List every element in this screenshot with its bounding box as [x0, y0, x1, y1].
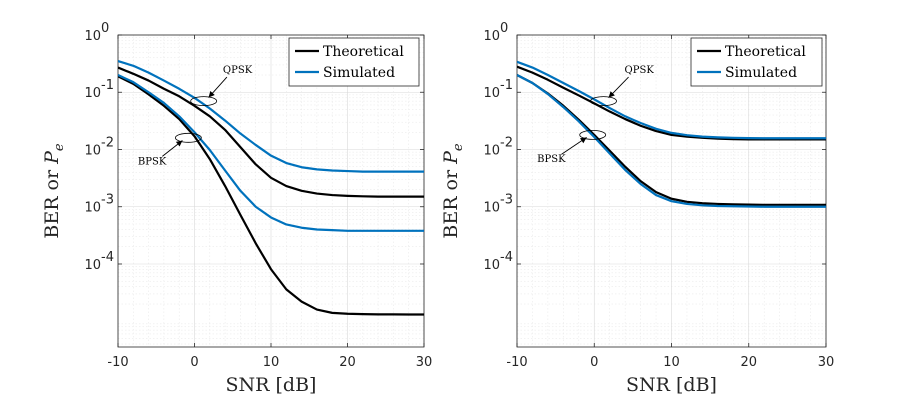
y-axis-label-symbol: P [440, 150, 462, 165]
annotation-ellipse [579, 129, 607, 140]
x-tick-label: -10 [506, 355, 527, 370]
annotation-qpsk: QPSK [590, 65, 655, 107]
series-line-qpsk-simulated [118, 60, 424, 173]
y-tick-base: 10 [483, 258, 500, 273]
y-tick-label: 10-1 [84, 78, 114, 101]
x-tick-label: 20 [339, 355, 356, 370]
y-axis-label-symbol: P [41, 150, 63, 165]
annotation-label: QPSK [223, 65, 253, 76]
legend-label-theoretical: Theoretical [323, 44, 404, 60]
annotation-arrowhead [608, 91, 615, 98]
x-tick-label: 0 [590, 355, 598, 370]
y-axis-label-subscript: e [451, 143, 466, 151]
series-line-qpsk-simulated [517, 60, 826, 140]
y-axis-label: BER or Pe [440, 143, 466, 239]
x-tick-label: 30 [416, 355, 433, 370]
legend: Theoretical Simulated [288, 37, 420, 87]
legend-label-theoretical: Theoretical [725, 44, 806, 60]
x-tick-label: 10 [663, 355, 680, 370]
annotation-arrowhead [579, 137, 587, 144]
annotation-arrowhead [175, 140, 183, 147]
y-tick-label: 100 [84, 21, 109, 44]
legend-box [690, 37, 823, 87]
x-axis-label: SNR [dB] [226, 374, 317, 396]
x-tick-label: 0 [190, 355, 198, 370]
series-lines [118, 60, 424, 316]
y-tick-label: 10-4 [483, 250, 513, 273]
series-lines [517, 60, 826, 208]
y-tick-exponent: 0 [101, 21, 109, 36]
x-tick-label: 30 [818, 355, 835, 370]
annotation-bpsk: BPSK [537, 129, 607, 165]
y-tick-base: 10 [84, 86, 101, 101]
minor-grid [118, 35, 424, 347]
y-axis-label-subscript: e [52, 143, 67, 151]
y-tick-base: 10 [84, 201, 101, 216]
legend-label-simulated: Simulated [323, 65, 395, 81]
y-tick-label: 100 [483, 21, 508, 44]
annotation-ellipse [590, 96, 617, 107]
y-axis-label-text: BER or [41, 164, 63, 239]
y-tick-exponent: -1 [101, 78, 114, 93]
series-line-bpsk-simulated [517, 74, 826, 208]
y-tick-exponent: -4 [101, 250, 114, 265]
x-tick-label: 20 [740, 355, 757, 370]
y-axis-label-text: BER or [440, 164, 462, 239]
y-tick-exponent: -2 [500, 135, 513, 150]
y-tick-base: 10 [84, 258, 101, 273]
x-tick-label: -10 [107, 355, 128, 370]
legend-box [288, 37, 420, 87]
annotation-bpsk: BPSK [138, 132, 202, 167]
annotation-ellipse [174, 132, 202, 143]
series-line-bpsk-theoretical [118, 75, 424, 316]
y-tick-label: 10-3 [483, 193, 513, 216]
annotation-arrowhead [208, 91, 215, 98]
annotation-label: BPSK [537, 154, 566, 165]
y-tick-exponent: -3 [500, 193, 513, 208]
y-tick-base: 10 [483, 143, 500, 158]
x-axis-label: SNR [dB] [626, 374, 717, 396]
series-line-qpsk-theoretical [118, 66, 424, 198]
legend-label-simulated: Simulated [725, 65, 797, 81]
y-tick-exponent: 0 [500, 21, 508, 36]
annotation-label: BPSK [138, 156, 167, 167]
y-tick-exponent: -4 [500, 250, 513, 265]
y-tick-label: 10-2 [483, 135, 513, 158]
y-tick-label: 10-1 [483, 78, 513, 101]
y-tick-label: 10-3 [84, 193, 114, 216]
y-tick-base: 10 [483, 86, 500, 101]
annotation-qpsk: QPSK [190, 65, 253, 107]
y-axis-label: BER or Pe [41, 143, 67, 239]
series-line-bpsk-simulated [118, 74, 424, 232]
y-tick-base: 10 [483, 29, 500, 44]
series-line-qpsk-theoretical [517, 65, 826, 141]
y-tick-exponent: -2 [101, 135, 114, 150]
y-tick-base: 10 [483, 201, 500, 216]
y-tick-label: 10-2 [84, 135, 114, 158]
legend: Theoretical Simulated [690, 37, 823, 87]
y-tick-exponent: -1 [500, 78, 513, 93]
y-tick-base: 10 [84, 143, 101, 158]
annotation-ellipse [190, 96, 218, 107]
y-tick-base: 10 [84, 29, 101, 44]
y-tick-exponent: -3 [101, 193, 114, 208]
y-tick-label: 10-4 [84, 250, 114, 273]
annotation-label: QPSK [625, 65, 655, 76]
x-tick-label: 10 [263, 355, 280, 370]
